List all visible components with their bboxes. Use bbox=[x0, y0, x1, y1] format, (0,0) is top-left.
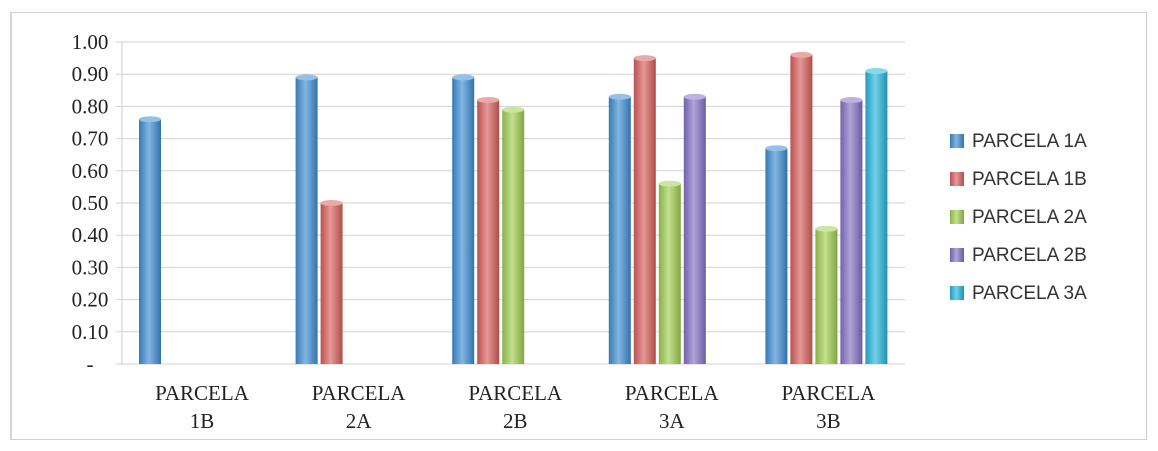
x-tick-label: PARCELA bbox=[782, 381, 877, 405]
x-tick-label: 3B bbox=[816, 409, 841, 433]
legend-label: PARCELA 2A bbox=[972, 207, 1087, 228]
bar bbox=[683, 93, 706, 365]
legend-swatch bbox=[950, 210, 964, 224]
chart-frame bbox=[10, 12, 1147, 440]
y-tick-label: 0.30 bbox=[72, 255, 109, 279]
bar bbox=[608, 93, 631, 365]
legend: PARCELA 1A PARCELA 1B PARCELA 2A PARCELA 2B… bbox=[950, 131, 1087, 304]
bar bbox=[502, 106, 525, 365]
legend-label: PARCELA 1A bbox=[972, 131, 1087, 152]
bar bbox=[633, 55, 656, 364]
y-tick-label: 1.00 bbox=[72, 30, 109, 54]
bar bbox=[865, 67, 888, 364]
legend-swatch bbox=[950, 172, 964, 186]
bar bbox=[452, 74, 475, 365]
y-tick-label: 0.20 bbox=[72, 288, 109, 312]
x-tick-label: PARCELA bbox=[155, 381, 250, 405]
legend-item: PARCELA 2B bbox=[950, 245, 1087, 266]
legend-swatch bbox=[950, 286, 964, 300]
bar bbox=[765, 145, 788, 364]
bar bbox=[139, 116, 161, 364]
x-tick-label: 1B bbox=[190, 409, 215, 433]
y-tick-label: 0.50 bbox=[72, 191, 109, 215]
x-axis: PARCELA 1B PARCELA 2A PARCELA 2B PARCELA 3A PARC… bbox=[155, 381, 876, 433]
legend-swatch bbox=[950, 248, 964, 262]
x-tick-label: PARCELA bbox=[468, 381, 563, 405]
y-tick-label: 0.40 bbox=[72, 223, 109, 247]
bar bbox=[815, 225, 838, 364]
x-tick-label: PARCELA bbox=[312, 381, 407, 405]
bars bbox=[139, 51, 888, 365]
legend-item: PARCELA 1A bbox=[950, 131, 1087, 152]
bar bbox=[790, 51, 813, 364]
y-tick-label: - bbox=[87, 352, 94, 376]
x-tick-label: 3A bbox=[659, 409, 686, 433]
bar bbox=[320, 200, 343, 364]
y-tick-label: 0.10 bbox=[72, 320, 109, 344]
x-tick-label: 2A bbox=[346, 409, 373, 433]
x-tick-label: 2B bbox=[503, 409, 528, 433]
bar bbox=[295, 74, 318, 365]
legend-label: PARCELA 2B bbox=[972, 245, 1087, 266]
y-axis: - 0.10 0.20 0.30 0.40 0.50 0.60 0.70 0.80 0.90 1.0… bbox=[72, 30, 109, 376]
bar bbox=[840, 96, 863, 365]
bar bbox=[477, 96, 500, 365]
y-tick-label: 0.70 bbox=[72, 127, 109, 151]
x-tick-label: PARCELA bbox=[625, 381, 720, 405]
y-tick-label: 0.90 bbox=[72, 62, 109, 86]
legend-label: PARCELA 3A bbox=[972, 283, 1087, 304]
y-tick-label: 0.60 bbox=[72, 159, 109, 183]
legend-label: PARCELA 1B bbox=[972, 169, 1087, 190]
legend-swatch bbox=[950, 134, 964, 148]
legend-item: PARCELA 1B bbox=[950, 169, 1087, 190]
legend-item: PARCELA 3A bbox=[950, 283, 1087, 304]
bar bbox=[658, 180, 681, 364]
legend-item: PARCELA 2A bbox=[950, 207, 1087, 228]
y-tick-label: 0.80 bbox=[72, 94, 109, 118]
